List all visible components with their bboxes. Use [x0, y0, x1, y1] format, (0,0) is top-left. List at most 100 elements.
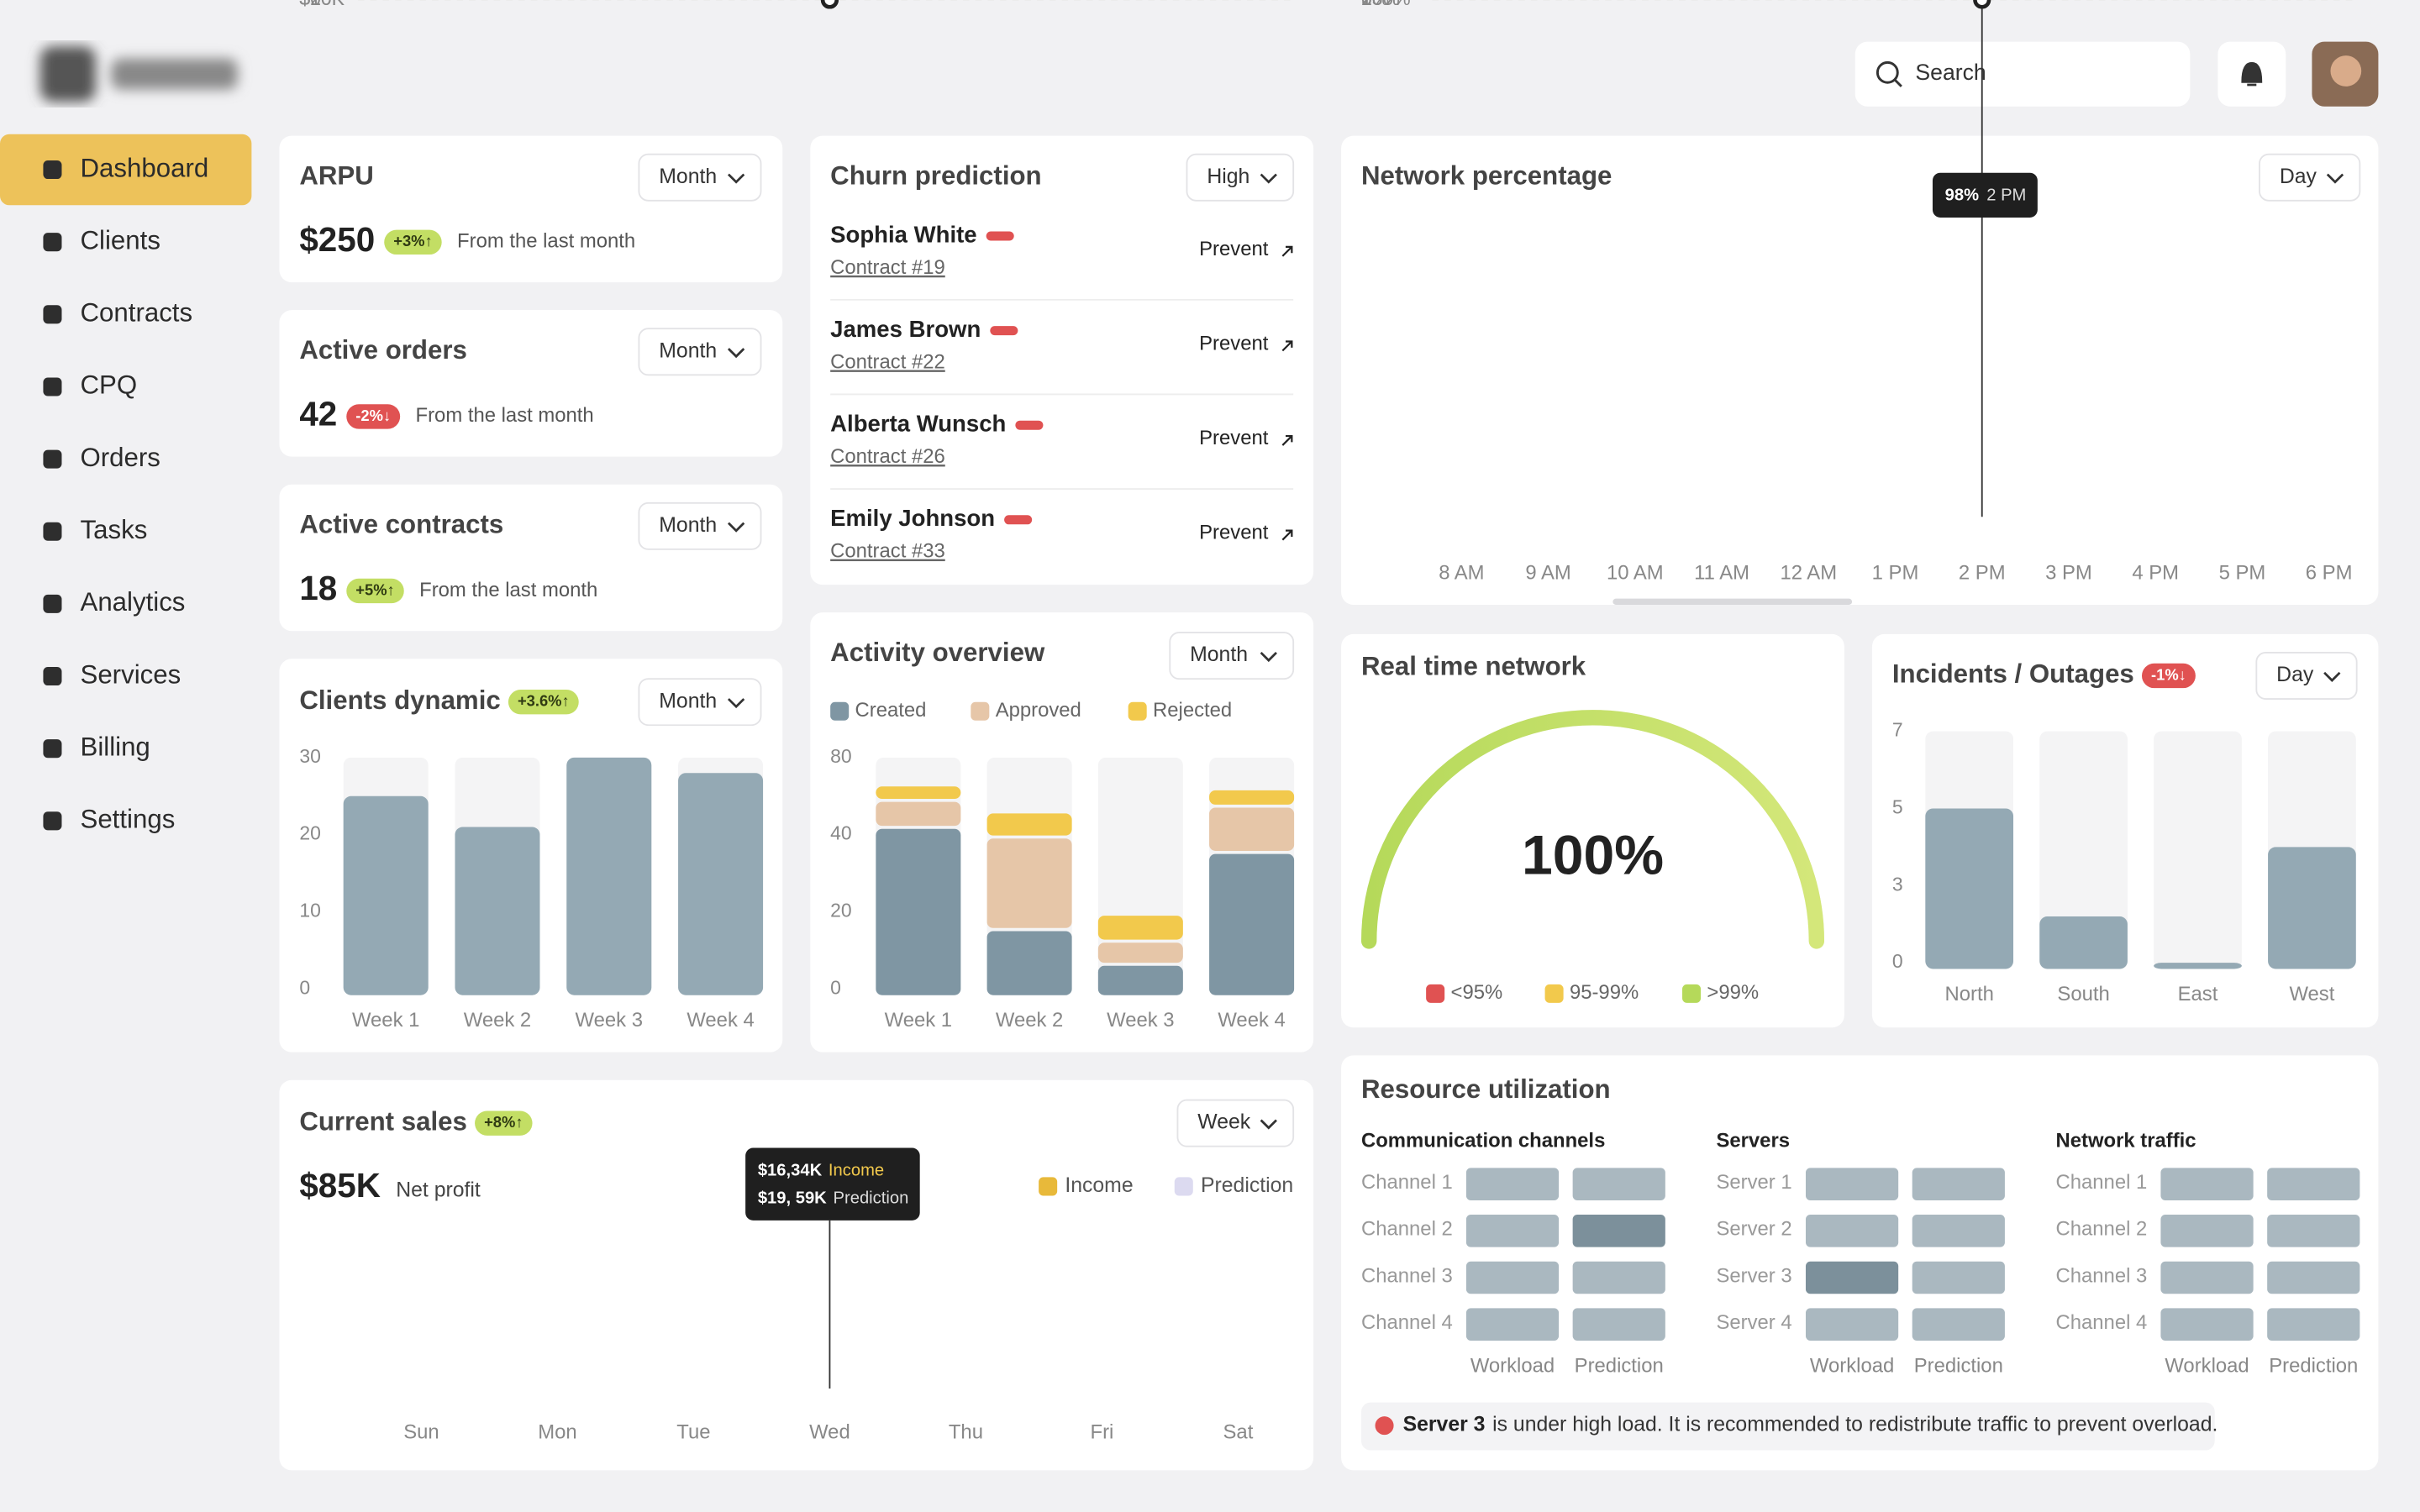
bar-segment	[1209, 853, 1295, 995]
nav-item[interactable]: Services	[81, 659, 182, 689]
utilization-cell	[1572, 1308, 1665, 1341]
prevent-link[interactable]: Prevent	[1199, 522, 1269, 544]
utilization-cell	[1805, 1261, 1899, 1294]
legend-label: Approved	[996, 699, 1081, 722]
nav-item[interactable]: CPQ	[81, 370, 138, 400]
row-label: Channel 2	[2056, 1218, 2148, 1241]
nav-item[interactable]: Settings	[81, 805, 176, 834]
client-name: Sophia White	[830, 221, 976, 247]
y-tick-label: 20	[830, 900, 852, 921]
row-label: Server 2	[1716, 1218, 1791, 1241]
column-label: Workload	[2165, 1355, 2249, 1378]
nav-item[interactable]: Orders	[81, 443, 160, 472]
card-title: Active contracts	[299, 510, 503, 539]
x-tick-label: 8 AM	[1439, 562, 1484, 585]
contract-link[interactable]: Contract #33	[830, 540, 945, 563]
chevron	[2326, 173, 2344, 184]
logo	[39, 46, 238, 102]
nav-item[interactable]: Analytics	[81, 587, 186, 617]
badge-bg	[2141, 663, 2196, 689]
legend-swatch	[1039, 1177, 1058, 1196]
contract-link[interactable]: Contract #26	[830, 445, 945, 468]
nav-item[interactable]: Clients	[81, 225, 160, 255]
bar-segment	[876, 801, 961, 827]
y-tick-label: 40	[830, 822, 852, 844]
gauge-arc	[1361, 709, 1825, 949]
legend-label: Income	[1065, 1174, 1133, 1197]
chevron	[727, 522, 745, 533]
search-box[interactable]	[1854, 41, 2191, 107]
utilization-cell	[1912, 1215, 2005, 1247]
row-label: Channel 3	[1361, 1264, 1453, 1287]
change-badge: +3.6%↑	[518, 692, 570, 710]
dropdown-label: Month	[659, 514, 717, 537]
tooltip	[745, 1147, 920, 1221]
dropdown[interactable]	[638, 328, 762, 376]
dropdown[interactable]	[1176, 1099, 1295, 1147]
utilization-cell	[1465, 1168, 1560, 1200]
chevron	[1260, 651, 1277, 663]
alert-box	[1361, 1402, 2215, 1451]
dropdown[interactable]	[2259, 153, 2361, 202]
utilization-cell	[2267, 1215, 2360, 1247]
contract-link[interactable]: Contract #22	[830, 350, 945, 373]
utilization-cell	[2267, 1168, 2360, 1200]
sales-note: Net profit	[396, 1179, 481, 1202]
nav-active[interactable]	[0, 134, 252, 206]
tooltip	[1932, 172, 2038, 218]
nav-item[interactable]: Contracts	[81, 298, 193, 328]
tooltip-value: 98%	[1945, 186, 1979, 205]
nav-item[interactable]: Billing	[81, 732, 150, 761]
dropdown[interactable]	[2255, 652, 2358, 700]
x-tick-label: 6 PM	[2306, 562, 2353, 585]
sales-value: $85K	[299, 1166, 381, 1205]
hover-point	[1973, 0, 1991, 9]
arrow-icon	[1281, 434, 1293, 446]
nav-icon	[43, 522, 62, 541]
kpi-value: 42	[299, 395, 337, 433]
nav-item[interactable]: Dashboard	[81, 153, 209, 182]
y-tick-label: 0	[830, 976, 841, 998]
card	[1341, 135, 2379, 605]
nav-icon	[43, 305, 62, 324]
dropdown[interactable]	[1186, 153, 1295, 202]
contract-link[interactable]: Contract #19	[830, 256, 945, 279]
prevent-link[interactable]: Prevent	[1199, 332, 1269, 354]
scrollbar[interactable]	[1612, 598, 1853, 605]
badge-bg	[346, 404, 401, 429]
x-tick-label: Mon	[538, 1421, 576, 1444]
group-title: Servers	[1716, 1129, 1790, 1152]
y-tick-label: $0	[299, 0, 321, 9]
y-tick-label: 25%	[1361, 0, 1400, 9]
dropdown[interactable]	[638, 678, 762, 727]
kpi-note: From the last month	[457, 230, 635, 253]
bar-track	[2039, 731, 2128, 969]
kpi-note: From the last month	[416, 404, 594, 427]
nav-item[interactable]: Tasks	[81, 515, 148, 544]
change-badge: +8%↑	[484, 1113, 523, 1131]
card-title: ARPU	[299, 160, 373, 190]
risk-pill	[990, 326, 1018, 336]
dropdown-label: Month	[659, 165, 717, 188]
row-label: Channel 1	[2056, 1171, 2148, 1194]
group-title: Network traffic	[2056, 1129, 2196, 1152]
utilization-cell	[2160, 1308, 2254, 1341]
badge-bg	[384, 229, 442, 255]
dropdown[interactable]	[638, 153, 762, 202]
prevent-link[interactable]: Prevent	[1199, 427, 1269, 449]
utilization-cell	[1912, 1261, 2005, 1294]
utilization-cell	[1805, 1308, 1899, 1341]
card	[810, 135, 1314, 585]
column-label: Workload	[1470, 1355, 1555, 1378]
legend-swatch	[1128, 701, 1147, 721]
row-label: Channel 4	[1361, 1311, 1453, 1334]
dropdown[interactable]	[1169, 632, 1295, 680]
x-tick-label: Tue	[676, 1421, 710, 1444]
prevent-link[interactable]: Prevent	[1199, 238, 1269, 260]
change-badge: -1%↓	[2151, 665, 2186, 683]
bar	[678, 773, 764, 995]
dropdown[interactable]	[638, 501, 762, 550]
change-badge: -2%↓	[355, 407, 391, 424]
tooltip-label: Income	[829, 1161, 884, 1179]
